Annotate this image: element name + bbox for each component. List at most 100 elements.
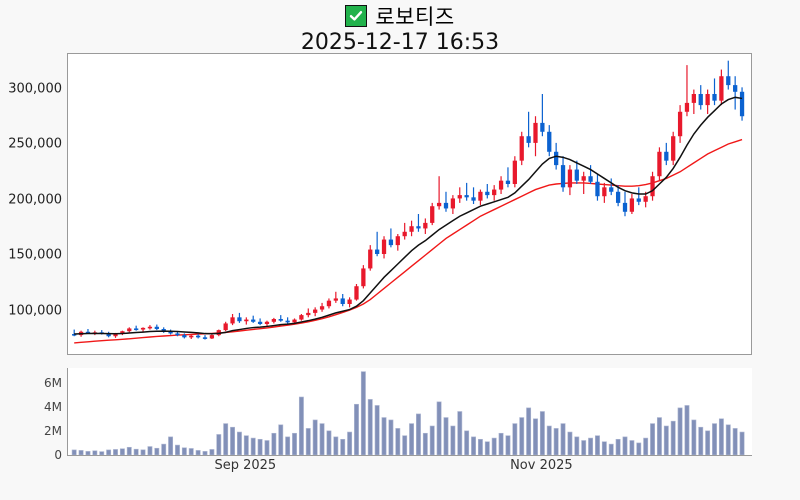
volume-bar <box>409 423 414 455</box>
volume-bar <box>99 451 105 455</box>
candlestick <box>168 329 173 335</box>
candlestick <box>471 187 476 204</box>
volume-bar <box>581 440 587 455</box>
candlestick <box>106 331 111 338</box>
candlestick <box>498 176 504 194</box>
volume-bar <box>484 441 490 455</box>
candlestick <box>140 327 146 332</box>
candlestick <box>526 111 531 148</box>
volume-bar <box>285 436 291 455</box>
candlestick <box>602 182 607 203</box>
x-axis-tick: Sep 2025 <box>214 458 277 473</box>
candlestick <box>257 318 263 326</box>
candlestick <box>650 171 655 201</box>
volume-bar <box>278 424 284 455</box>
volume-plot <box>71 371 745 455</box>
volume-chart-panel[interactable] <box>67 368 752 456</box>
candlestick <box>72 329 77 337</box>
candlestick <box>733 76 738 110</box>
volume-bar <box>354 403 359 455</box>
candlestick <box>161 327 166 333</box>
volume-bar <box>567 431 573 455</box>
volume-bar <box>106 449 112 455</box>
volume-bar <box>443 417 449 455</box>
volume-bar <box>347 431 353 455</box>
candlestick <box>719 69 724 106</box>
candlestick <box>615 185 621 207</box>
volume-bar <box>429 425 435 455</box>
volume-bar <box>92 450 98 455</box>
candlestick <box>739 87 745 121</box>
candlestick <box>595 174 600 201</box>
volume-bar <box>601 441 607 455</box>
candlestick <box>547 125 552 157</box>
volume-bar <box>230 426 235 455</box>
volume-bar <box>608 443 614 455</box>
volume-bar <box>271 432 277 455</box>
candlestick <box>347 297 352 308</box>
candlestick <box>237 312 242 323</box>
volume-bar <box>113 449 118 455</box>
candlestick <box>436 176 442 210</box>
volume-y-tick: 6M <box>44 375 62 390</box>
candlestick <box>340 294 345 307</box>
volume-bar <box>725 424 731 455</box>
page-title: 로보티즈 <box>375 5 455 29</box>
volume-bar <box>237 431 242 455</box>
volume-bar <box>402 435 408 455</box>
volume-bar <box>154 447 160 455</box>
candlestick <box>684 65 690 117</box>
volume-bar <box>312 419 318 455</box>
volume-bar <box>739 431 745 455</box>
volume-bar <box>436 401 442 455</box>
candlestick <box>354 284 359 301</box>
candlestick <box>285 317 290 324</box>
candlestick <box>512 156 517 188</box>
volume-bar <box>691 419 697 455</box>
candlestick <box>726 60 731 90</box>
candlestick <box>677 105 683 143</box>
candlestick <box>443 191 449 212</box>
volume-bar <box>595 435 600 455</box>
candlestick <box>251 315 256 323</box>
volume-bar <box>181 447 187 455</box>
candlestick <box>540 94 545 137</box>
price-chart-panel[interactable] <box>67 53 752 355</box>
candlestick <box>278 315 283 322</box>
volume-bar <box>78 450 84 455</box>
volume-bar <box>202 451 208 455</box>
chart-timestamp: 2025-12-17 16:53 <box>300 30 500 55</box>
candlestick <box>519 131 524 166</box>
volume-bar <box>656 417 662 455</box>
volume-bar <box>195 450 201 455</box>
volume-bar <box>250 437 256 455</box>
volume-bar <box>360 371 366 455</box>
candlestick <box>622 191 628 217</box>
volume-bar <box>298 396 304 455</box>
volume-bar <box>663 425 669 455</box>
candlestick <box>202 335 208 340</box>
candlestick <box>209 334 215 339</box>
volume-bar <box>333 436 339 455</box>
candlestick <box>581 171 586 194</box>
candlestick <box>416 214 421 232</box>
candlestick <box>560 156 566 192</box>
candlestick <box>306 308 311 318</box>
candlestick <box>430 202 435 226</box>
candlestick <box>333 291 338 303</box>
volume-bar <box>643 437 649 455</box>
candlestick <box>478 189 483 206</box>
volume-bar <box>491 437 497 455</box>
volume-bar <box>698 426 704 455</box>
candlestick <box>326 298 332 309</box>
volume-y-tick: 0 <box>54 448 62 462</box>
candlestick <box>368 245 373 271</box>
candlestick <box>609 178 614 196</box>
candlestick <box>705 89 710 114</box>
volume-bar <box>450 425 456 455</box>
volume-bar <box>381 417 387 455</box>
price-y-tick: 250,000 <box>8 136 62 152</box>
volume-bar <box>319 423 325 455</box>
check-square-icon <box>345 5 368 27</box>
candlestick <box>375 231 380 257</box>
